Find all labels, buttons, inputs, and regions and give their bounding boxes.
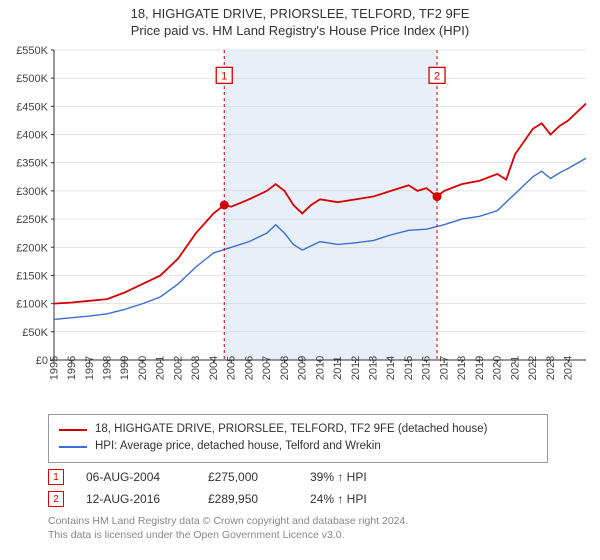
sale-diff: 24% ↑ HPI <box>310 492 410 506</box>
ytick-label: £50K <box>22 327 48 339</box>
xtick-label: 2007 <box>261 356 273 380</box>
sale-num-box: 2 <box>48 491 64 507</box>
legend-row: 18, HIGHGATE DRIVE, PRIORSLEE, TELFORD, … <box>59 421 537 438</box>
xtick-label: 2015 <box>403 356 415 380</box>
legend-box: 18, HIGHGATE DRIVE, PRIORSLEE, TELFORD, … <box>48 414 548 463</box>
xtick-label: 2005 <box>226 356 238 380</box>
line-chart-svg: £0 £50K £100K £150K £200K £250K £300K £350K £400… <box>8 44 592 404</box>
xtick-label: 2024 <box>563 356 575 380</box>
sale-date: 12-AUG-2016 <box>86 492 186 506</box>
sale-marker-dot <box>220 201 229 210</box>
ytick-label: £350K <box>16 158 48 170</box>
xtick-label: 2012 <box>350 356 362 380</box>
ytick-label: £100K <box>16 299 48 311</box>
title-address: 18, HIGHGATE DRIVE, PRIORSLEE, TELFORD, … <box>0 6 600 21</box>
ytick-label: £500K <box>16 73 48 85</box>
sale-marker-num: 2 <box>434 70 440 82</box>
xtick-label: 1999 <box>119 356 131 380</box>
legend-swatch <box>59 446 87 448</box>
chart-area: £0 £50K £100K £150K £200K £250K £300K £350K £400… <box>8 44 592 404</box>
xtick-label: 2020 <box>492 356 504 380</box>
xtick-label: 2014 <box>385 356 397 380</box>
footer-attribution: Contains HM Land Registry data © Crown c… <box>48 514 568 542</box>
xtick-label: 1997 <box>84 356 96 380</box>
ytick-label: £400K <box>16 130 48 142</box>
sale-marker-num: 1 <box>221 70 227 82</box>
ytick-label: £550K <box>16 45 48 57</box>
xtick-label: 2019 <box>474 356 486 380</box>
xtick-label: 2008 <box>279 356 291 380</box>
title-block: 18, HIGHGATE DRIVE, PRIORSLEE, TELFORD, … <box>0 0 600 38</box>
ytick-label: £450K <box>16 101 48 113</box>
xtick-label: 2010 <box>314 356 326 380</box>
ytick-label: £300K <box>16 186 48 198</box>
sale-row: 1 06-AUG-2004 £275,000 39% ↑ HPI <box>48 466 548 488</box>
legend-text: 18, HIGHGATE DRIVE, PRIORSLEE, TELFORD, … <box>95 421 487 438</box>
xtick-label: 2004 <box>208 356 220 380</box>
sale-row: 2 12-AUG-2016 £289,950 24% ↑ HPI <box>48 488 548 510</box>
xtick-label: 2023 <box>545 356 557 380</box>
page-root: 18, HIGHGATE DRIVE, PRIORSLEE, TELFORD, … <box>0 0 600 560</box>
footer-line1: Contains HM Land Registry data © Crown c… <box>48 514 568 528</box>
legend-swatch <box>59 429 87 431</box>
title-subtitle: Price paid vs. HM Land Registry's House … <box>0 23 600 38</box>
ytick-label: £150K <box>16 270 48 282</box>
xtick-label: 2016 <box>421 356 433 380</box>
sale-date: 06-AUG-2004 <box>86 470 186 484</box>
shaded-band <box>224 50 437 360</box>
xtick-label: 2003 <box>190 356 202 380</box>
xtick-label: 1996 <box>66 356 78 380</box>
xtick-label: 2022 <box>527 356 539 380</box>
ytick-label: £250K <box>16 214 48 226</box>
sales-table: 1 06-AUG-2004 £275,000 39% ↑ HPI 2 12-AUG-201… <box>48 466 548 510</box>
legend-row: HPI: Average price, detached house, Telf… <box>59 438 537 455</box>
sale-diff: 39% ↑ HPI <box>310 470 410 484</box>
footer-line2: This data is licensed under the Open Gov… <box>48 528 568 542</box>
xtick-label: 2000 <box>137 356 149 380</box>
sale-marker-dot <box>433 192 442 201</box>
xtick-label: 2017 <box>438 356 450 380</box>
xtick-label: 2021 <box>509 356 521 380</box>
sale-num-box: 1 <box>48 469 64 485</box>
sale-price: £289,950 <box>208 492 288 506</box>
xtick-label: 2009 <box>297 356 309 380</box>
xtick-label: 1998 <box>101 356 113 380</box>
xtick-label: 2006 <box>243 356 255 380</box>
xtick-label: 2001 <box>155 356 167 380</box>
legend-text: HPI: Average price, detached house, Telf… <box>95 438 381 455</box>
sale-price: £275,000 <box>208 470 288 484</box>
xtick-label: 2002 <box>172 356 184 380</box>
ytick-label: £0 <box>36 355 48 367</box>
xtick-label: 2018 <box>456 356 468 380</box>
ytick-label: £200K <box>16 242 48 254</box>
xtick-label: 2013 <box>368 356 380 380</box>
